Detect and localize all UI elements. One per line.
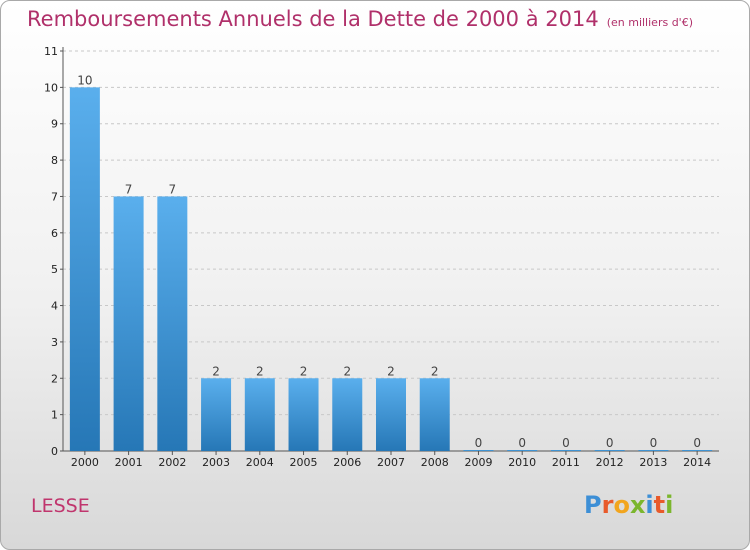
value-label-2013: 0: [650, 436, 658, 450]
bar-2000: [69, 87, 100, 451]
y-tick-label: 9: [51, 118, 58, 131]
value-label-2005: 2: [300, 364, 308, 378]
y-tick-label: 7: [51, 190, 58, 203]
value-label-2012: 0: [606, 436, 614, 450]
x-tick-label-2002: 2002: [158, 456, 186, 469]
x-tick-label-2011: 2011: [552, 456, 580, 469]
value-label-2003: 2: [212, 364, 220, 378]
y-tick-label: 1: [51, 409, 58, 422]
bar-2014: [682, 450, 713, 451]
bar-2007: [376, 378, 406, 451]
x-tick-label-2004: 2004: [246, 456, 274, 469]
value-label-2002: 7: [169, 182, 177, 196]
chart-title-text: Remboursements Annuels de la Dette de 20…: [27, 7, 599, 31]
x-tick-label-2007: 2007: [377, 456, 405, 469]
bar-2011: [550, 450, 581, 451]
x-tick-label-2012: 2012: [596, 456, 624, 469]
x-tick-label-2003: 2003: [202, 456, 230, 469]
bar-2003: [201, 378, 232, 451]
y-tick-label: 5: [51, 263, 58, 276]
commune-name: LESSE: [31, 495, 90, 517]
y-tick-label: 2: [51, 372, 58, 385]
bar-2010: [507, 450, 538, 451]
bar-2013: [638, 450, 669, 451]
proxiti-logo: Proxiti: [584, 491, 674, 519]
y-tick-label: 6: [51, 227, 58, 240]
bar-2006: [332, 378, 363, 451]
value-label-2004: 2: [256, 364, 264, 378]
bar-2012: [594, 450, 625, 451]
bar-2009: [463, 450, 494, 451]
y-tick-label: 4: [51, 300, 58, 313]
value-label-2006: 2: [343, 364, 351, 378]
value-label-2001: 7: [125, 182, 133, 196]
x-tick-label-2009: 2009: [464, 456, 492, 469]
x-tick-label-2008: 2008: [421, 456, 449, 469]
value-label-2010: 0: [518, 436, 526, 450]
value-label-2007: 2: [387, 364, 395, 378]
x-tick-label-2001: 2001: [115, 456, 143, 469]
value-label-2009: 0: [475, 436, 483, 450]
value-label-2014: 0: [693, 436, 701, 450]
x-tick-label-2006: 2006: [333, 456, 361, 469]
y-tick-label: 3: [51, 336, 58, 349]
x-tick-label-2013: 2013: [639, 456, 667, 469]
x-tick-label-2010: 2010: [508, 456, 536, 469]
y-tick-label: 11: [44, 45, 58, 58]
x-tick-label-2000: 2000: [71, 456, 99, 469]
bar-2005: [288, 378, 319, 451]
y-tick-label: 10: [44, 81, 58, 94]
y-tick-label: 8: [51, 154, 58, 167]
x-tick-label-2014: 2014: [683, 456, 711, 469]
value-label-2011: 0: [562, 436, 570, 450]
bar-2001: [113, 196, 144, 451]
value-label-2000: 10: [77, 73, 92, 87]
bar-2008: [419, 378, 450, 451]
bar-2002: [157, 196, 188, 451]
y-tick-label: 0: [51, 445, 58, 458]
bar-2004: [244, 378, 275, 451]
chart-subtitle: (en milliers d'€): [606, 16, 693, 29]
x-tick-label-2005: 2005: [290, 456, 318, 469]
chart-title: Remboursements Annuels de la Dette de 20…: [27, 7, 693, 31]
value-label-2008: 2: [431, 364, 439, 378]
